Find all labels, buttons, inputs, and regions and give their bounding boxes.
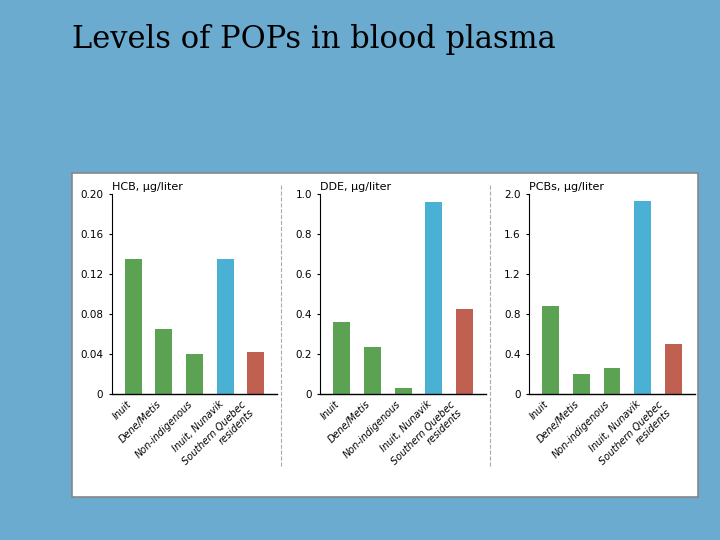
Bar bbox=[156, 329, 172, 394]
Bar bbox=[247, 352, 264, 394]
Text: DDE, μg/liter: DDE, μg/liter bbox=[320, 182, 392, 192]
Bar bbox=[426, 202, 442, 394]
Bar bbox=[665, 345, 682, 394]
Bar bbox=[542, 306, 559, 394]
Bar bbox=[186, 354, 203, 394]
Bar bbox=[364, 347, 381, 394]
Bar bbox=[603, 368, 621, 394]
Bar bbox=[217, 259, 233, 394]
Bar bbox=[573, 374, 590, 394]
Bar bbox=[634, 201, 651, 394]
Text: HCB, μg/liter: HCB, μg/liter bbox=[112, 182, 182, 192]
Bar bbox=[395, 388, 412, 394]
Text: Levels of POPs in blood plasma: Levels of POPs in blood plasma bbox=[72, 24, 556, 55]
Text: PCBs, μg/liter: PCBs, μg/liter bbox=[529, 182, 604, 192]
Bar bbox=[125, 259, 142, 394]
Bar bbox=[456, 309, 473, 394]
Bar bbox=[333, 322, 351, 394]
